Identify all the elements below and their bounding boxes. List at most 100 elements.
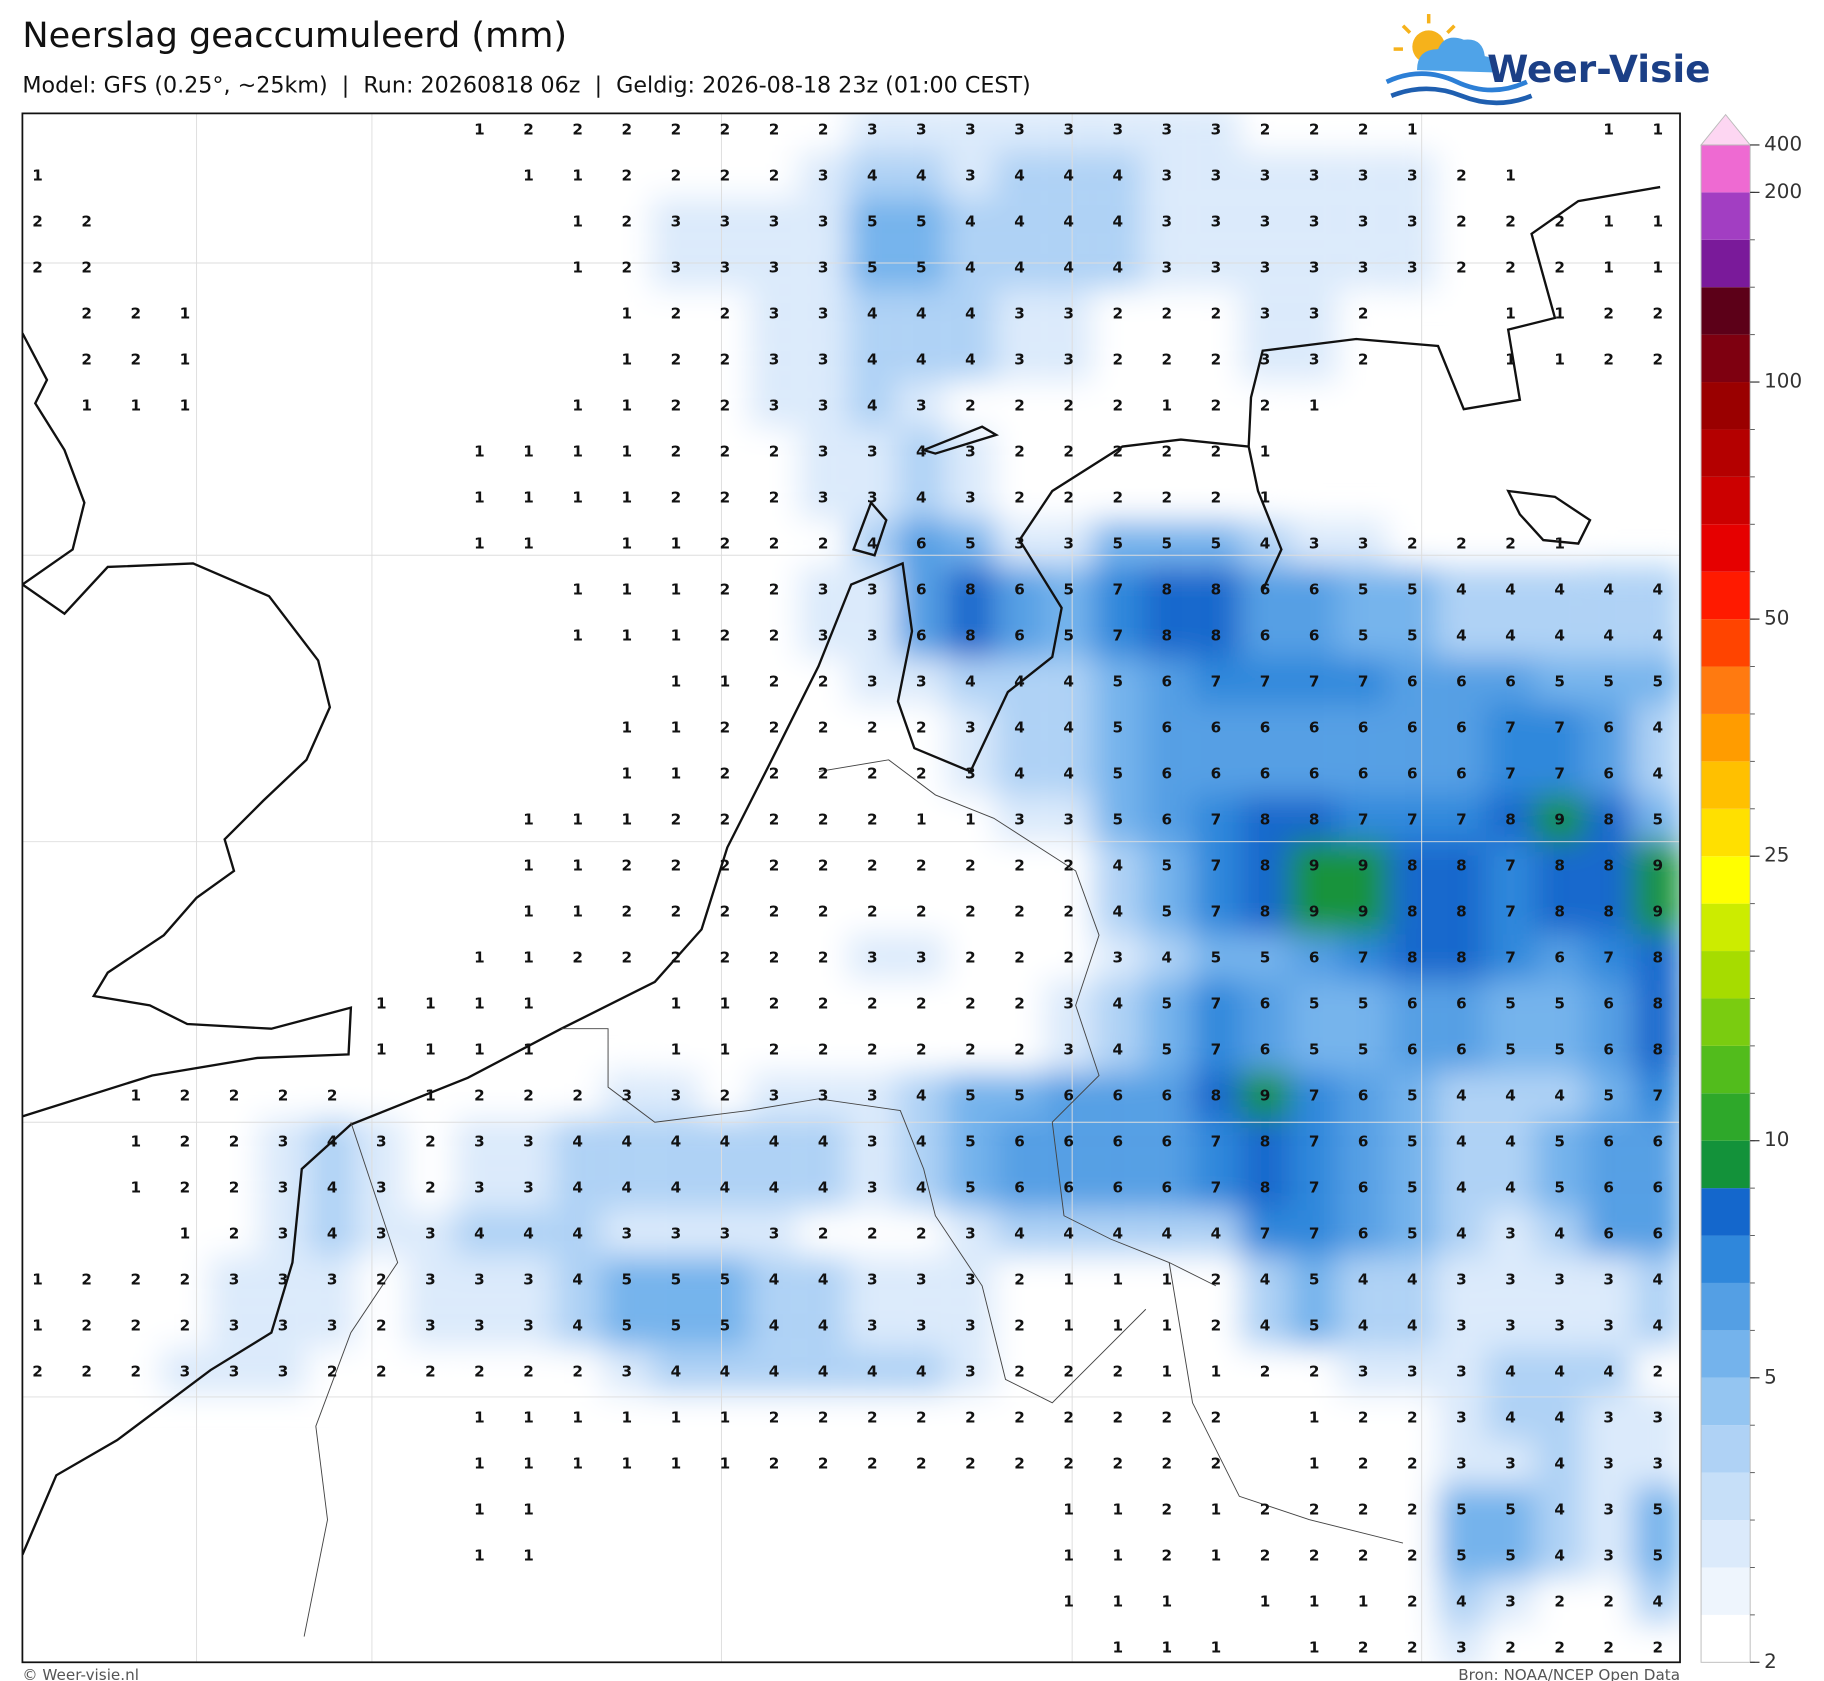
grid-value: 3 <box>1505 1593 1516 1611</box>
precip-cell <box>1584 703 1634 750</box>
grid-value: 4 <box>671 1363 682 1381</box>
grid-value: 3 <box>1407 1363 1418 1381</box>
precip-cell <box>602 473 652 520</box>
precip-cell <box>749 151 799 198</box>
precip-cell <box>1535 1347 1585 1394</box>
precip-cell <box>1240 887 1290 934</box>
grid-value: 5 <box>621 1271 632 1289</box>
grid-value: 4 <box>867 534 878 552</box>
grid-value: 4 <box>720 1179 731 1197</box>
grid-value: 2 <box>818 1225 829 1243</box>
grid-value: 5 <box>1554 1179 1565 1197</box>
precip-cell <box>798 197 848 244</box>
precip-cell <box>1338 749 1388 796</box>
grid-value: 4 <box>1603 626 1614 644</box>
precip-cell <box>1044 979 1094 1026</box>
grid-value: 5 <box>1162 902 1173 920</box>
grid-value: 1 <box>1358 1593 1369 1611</box>
grid-value: 4 <box>572 1317 583 1335</box>
precip-cell <box>1584 841 1634 888</box>
grid-value: 2 <box>1554 1639 1565 1657</box>
precip-cell <box>945 611 995 658</box>
grid-value: 2 <box>1603 350 1614 368</box>
precip-cell <box>1338 519 1388 566</box>
grid-value: 4 <box>1554 1363 1565 1381</box>
grid-value: 3 <box>523 1317 534 1335</box>
grid-value: 5 <box>916 258 927 276</box>
precip-cell <box>1584 1577 1634 1624</box>
precip-cell <box>1093 1393 1143 1440</box>
grid-value: 1 <box>671 534 682 552</box>
precip-cell <box>1240 243 1290 290</box>
precip-cell <box>454 933 505 980</box>
precip-cell <box>847 1255 897 1302</box>
precip-cell <box>1485 1209 1536 1256</box>
grid-value: 4 <box>916 1133 927 1151</box>
grid-value: 4 <box>1112 1225 1123 1243</box>
precip-cell <box>602 1071 652 1118</box>
grid-value: 7 <box>1505 948 1516 966</box>
precip-cell <box>700 703 750 750</box>
precip-cell <box>553 1255 603 1302</box>
grid-values: 1 2 2 2 2 2 2 2 3 3 3 3 3 3 3 3 2 2 2 1 1 11 1 1 2 2 2 2 3 4 4 3 4 4 4 3 3 3 3… <box>32 120 1663 1656</box>
grid-value: 2 <box>81 258 92 276</box>
grid-value: 2 <box>1014 994 1025 1012</box>
precip-cell <box>1584 979 1634 1026</box>
precip-cell <box>1191 657 1241 704</box>
grid-value: 1 <box>1162 1593 1173 1611</box>
grid-value: 6 <box>1603 764 1614 782</box>
grid-value: 5 <box>1505 994 1516 1012</box>
grid-value: 4 <box>965 212 976 230</box>
grid-value: 2 <box>523 1086 534 1104</box>
grid-value: 3 <box>818 350 829 368</box>
grid-value: 8 <box>1260 1133 1271 1151</box>
grid-value: 3 <box>1063 1040 1074 1058</box>
precip-cell <box>945 289 995 336</box>
grid-value: 6 <box>916 534 927 552</box>
grid-value: 2 <box>720 120 731 138</box>
grid-value: 2 <box>867 1409 878 1427</box>
grid-value: 2 <box>81 304 92 322</box>
grid-value: 4 <box>1554 1547 1565 1565</box>
precip-cell <box>1633 657 1681 704</box>
grid-value: 2 <box>1211 350 1222 368</box>
grid-value: 7 <box>1112 580 1123 598</box>
precip-cell <box>896 381 946 428</box>
precip-cell <box>1633 1301 1681 1348</box>
grid-value: 6 <box>916 580 927 598</box>
precip-cell <box>749 381 799 428</box>
grid-value: 2 <box>1112 442 1123 460</box>
precip-cell <box>749 1439 799 1486</box>
grid-value: 2 <box>1407 534 1418 552</box>
grid-value: 2 <box>818 534 829 552</box>
precip-cell <box>1044 197 1094 244</box>
grid-value: 4 <box>1063 718 1074 736</box>
precip-cell <box>847 335 897 382</box>
grid-value: 5 <box>1162 994 1173 1012</box>
precip-cell <box>945 1071 995 1118</box>
grid-value: 4 <box>1112 856 1123 874</box>
precip-cell <box>602 151 652 198</box>
precip-cell <box>602 243 652 290</box>
grid-value: 1 <box>1162 1639 1173 1657</box>
precip-cell <box>1387 887 1437 934</box>
grid-value: 4 <box>965 350 976 368</box>
precip-cell <box>798 1439 848 1486</box>
precip-cell <box>749 1117 799 1164</box>
precip-cell <box>62 381 112 428</box>
grid-value: 7 <box>1211 856 1222 874</box>
precip-cell <box>405 1301 455 1348</box>
grid-value: 3 <box>1407 258 1418 276</box>
grid-value: 8 <box>1260 902 1271 920</box>
precip-cell <box>798 289 848 336</box>
grid-value: 1 <box>621 1409 632 1427</box>
precip-cell <box>1633 1531 1681 1578</box>
precip-cell <box>994 519 1045 566</box>
precip-cell <box>1240 657 1290 704</box>
precip-cell <box>1338 979 1388 1026</box>
precip-cell <box>798 1393 848 1440</box>
precip-cell <box>749 933 799 980</box>
grid-value: 2 <box>1211 488 1222 506</box>
grid-value: 2 <box>769 718 780 736</box>
grid-value: 1 <box>474 120 485 138</box>
